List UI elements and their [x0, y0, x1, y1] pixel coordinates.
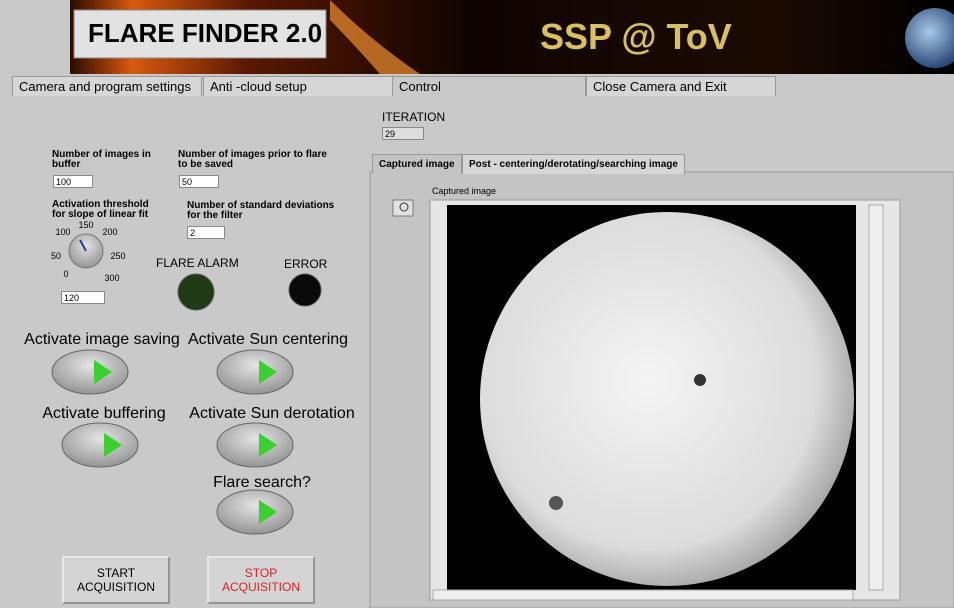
stop-button[interactable]: STOP ACQUISITION [207, 556, 315, 604]
toggle-switch[interactable] [52, 350, 128, 394]
indicator-label: FLARE ALARM [156, 256, 239, 270]
knob-scale-label: 300 [104, 273, 119, 283]
scrollbar[interactable] [433, 590, 853, 600]
toggle-switch[interactable] [217, 350, 293, 394]
toggle-switch[interactable] [62, 423, 138, 467]
tab[interactable]: Camera and program settings [12, 76, 202, 96]
toggle-switch[interactable] [217, 490, 293, 534]
switch-label: Activate Sun centering [188, 331, 348, 349]
button-label: STOP ACQUISITION [221, 566, 301, 594]
control-label: Number of images prior to flare to be sa… [178, 150, 338, 170]
tab[interactable]: Anti -cloud setup [203, 76, 393, 96]
knob-scale-label: 50 [51, 251, 61, 261]
control-label: Number of standard deviations for the fi… [187, 201, 347, 221]
zoom-tool[interactable] [393, 200, 413, 216]
switch-label: Activate image saving [24, 331, 180, 349]
switch-label: Activate Sun derotation [189, 405, 354, 423]
iteration-label: ITERATION [382, 110, 445, 124]
control-label: Number of images in buffer [52, 150, 162, 170]
banner-text: SSP @ ToV [540, 16, 732, 58]
toggle-switch[interactable] [217, 423, 293, 467]
iteration-value: 29 [382, 127, 424, 140]
start-button[interactable]: START ACQUISITION [62, 556, 170, 604]
numeric-input[interactable]: 2 [187, 226, 225, 239]
knob-scale-label: 150 [78, 220, 93, 230]
image-tab[interactable]: Captured image [372, 154, 462, 174]
knob-scale-label: 100 [55, 227, 70, 237]
flare-alarm-led [178, 274, 214, 310]
app-window: FLARE FINDER 2.0 SSP @ ToV Camera and pr… [0, 0, 954, 608]
image-tab[interactable]: Post - centering/derotating/searching im… [462, 154, 685, 174]
numeric-input[interactable]: 100 [53, 175, 93, 188]
button-label: START ACQUISITION [76, 566, 156, 594]
sunspot [694, 374, 706, 386]
control-label: Activation threshold for slope of linear… [52, 200, 162, 220]
numeric-input[interactable]: 50 [179, 175, 219, 188]
knob-scale-label: 0 [63, 269, 68, 279]
sunspot [549, 496, 563, 510]
tab[interactable]: Close Camera and Exit [586, 76, 776, 96]
switch-label: Flare search? [213, 474, 311, 492]
app-title: FLARE FINDER 2.0 [88, 18, 322, 49]
indicator-label: ERROR [284, 257, 327, 271]
knob-scale-label: 200 [102, 227, 117, 237]
scrollbar[interactable] [869, 205, 883, 590]
error-led [289, 274, 321, 306]
knob-scale-label: 250 [110, 251, 125, 261]
numeric-input[interactable]: 120 [61, 291, 105, 304]
tab[interactable]: Control [392, 76, 586, 96]
sun-disk [480, 212, 854, 586]
switch-label: Activate buffering [42, 405, 165, 423]
image-label: Captured image [432, 186, 496, 196]
